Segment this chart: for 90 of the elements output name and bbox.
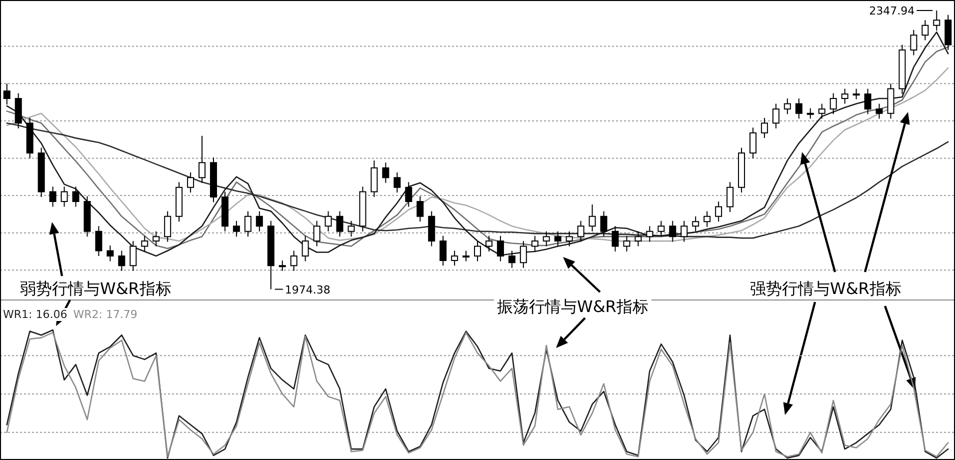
candlestick	[818, 103, 826, 120]
candlestick	[152, 230, 160, 247]
candlestick	[577, 220, 584, 242]
candlestick	[302, 235, 309, 262]
candlestick	[141, 235, 148, 252]
candlestick	[704, 210, 711, 228]
candlestick	[864, 88, 872, 115]
candlestick	[508, 250, 516, 268]
candlestick	[416, 196, 424, 222]
candlestick	[60, 186, 68, 208]
candlestick	[359, 186, 366, 232]
candlestick	[106, 245, 114, 262]
candlestick	[49, 186, 56, 208]
candlestick	[38, 147, 45, 198]
candlestick	[370, 160, 378, 198]
candlestick	[749, 127, 756, 159]
candlestick	[290, 250, 298, 272]
candlestick	[474, 240, 481, 262]
candlestick	[554, 230, 562, 247]
candlestick	[118, 250, 126, 272]
candlestick	[806, 108, 814, 120]
candlestick	[394, 172, 401, 194]
candlestick	[164, 210, 172, 242]
candlestick	[3, 83, 10, 105]
candlestick	[795, 98, 802, 120]
candlestick	[210, 156, 217, 203]
annotation: 振荡行情与W&R指标	[497, 297, 648, 316]
candlestick	[382, 162, 390, 184]
candlestick	[669, 220, 676, 242]
candlestick	[267, 220, 274, 290]
candlestick	[646, 226, 654, 242]
candlestick	[198, 135, 206, 184]
annotation: 1974.38	[284, 283, 330, 296]
candlestick	[944, 14, 952, 50]
candlestick	[324, 210, 332, 232]
candlestick	[462, 250, 470, 262]
candlestick	[451, 250, 458, 266]
candlestick	[772, 103, 780, 129]
candlestick	[680, 220, 688, 242]
candlestick	[520, 240, 527, 268]
candlestick	[887, 83, 894, 120]
candlestick	[26, 117, 34, 159]
candlestick	[933, 10, 940, 32]
candlestick	[726, 182, 734, 212]
candlestick	[428, 210, 436, 247]
candlestick	[221, 191, 228, 232]
annotation: 弱势行情与W&R指标	[20, 279, 172, 298]
candlestick	[130, 240, 137, 272]
candlestick	[922, 20, 929, 41]
candlestick	[405, 182, 412, 208]
candlestick	[485, 235, 492, 252]
candlestick	[187, 172, 194, 194]
candlestick	[95, 226, 102, 256]
annotation: 强势行情与W&R指标	[750, 279, 902, 298]
candlestick	[830, 92, 837, 115]
candlestick	[244, 210, 252, 238]
candlestick	[278, 260, 286, 272]
annotation: 2347.94	[869, 4, 915, 18]
candlestick	[898, 44, 906, 95]
candlestick	[852, 88, 860, 100]
candlestick	[336, 210, 344, 238]
candlestick	[841, 88, 848, 104]
candlestick	[256, 210, 263, 232]
candlestick	[623, 235, 630, 252]
candlestick	[634, 230, 642, 247]
candlestick	[542, 230, 550, 247]
candlestick	[658, 220, 665, 238]
candlestick	[496, 235, 504, 262]
candlestick	[313, 220, 320, 247]
candlestick	[612, 226, 619, 252]
candlestick	[176, 182, 183, 222]
candlestick	[440, 235, 447, 266]
candlestick	[738, 147, 745, 194]
candlestick	[348, 220, 355, 238]
candlestick	[760, 117, 768, 139]
candlestick	[600, 210, 608, 238]
candlestick	[14, 92, 22, 129]
candlestick	[531, 235, 538, 252]
candlestick	[715, 200, 722, 222]
candlestick	[72, 186, 80, 208]
candlestick	[84, 196, 91, 238]
candlestick	[876, 103, 883, 120]
candlestick	[692, 216, 700, 232]
candlestick	[910, 29, 918, 56]
text: WR2: 17.79	[73, 308, 138, 321]
candlestick	[588, 204, 596, 232]
candlestick	[232, 220, 240, 238]
candlestick	[784, 98, 791, 115]
candlestick	[566, 230, 573, 247]
series-label: WR1: 16.06	[3, 308, 68, 321]
